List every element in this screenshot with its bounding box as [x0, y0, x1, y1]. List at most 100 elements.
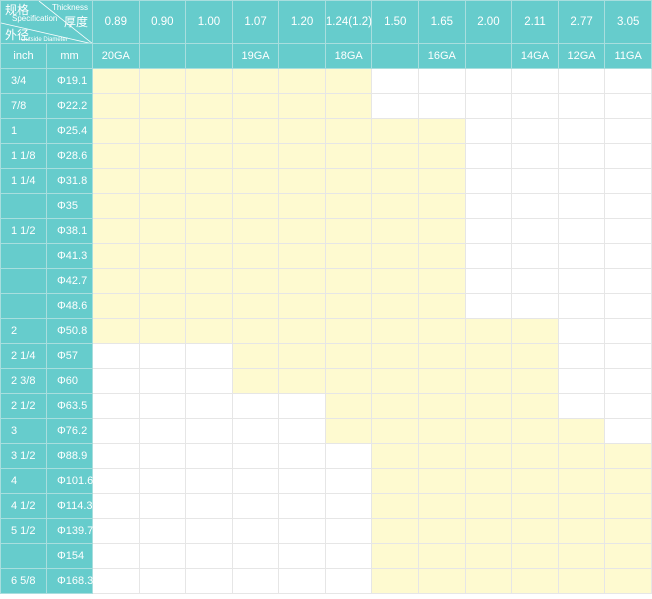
empty-cell: [92, 543, 140, 569]
available-cell: [418, 543, 466, 569]
available-cell: [324, 118, 373, 144]
available-cell: [557, 443, 606, 469]
available-cell: [371, 518, 420, 544]
available-cell: [231, 168, 280, 194]
available-cell: [511, 468, 559, 494]
empty-cell: [557, 368, 606, 394]
empty-cell: [371, 93, 420, 119]
inch-cell: [0, 243, 47, 269]
empty-cell: [278, 393, 326, 419]
table-row: 2 Φ50.8: [0, 318, 652, 344]
available-cell: [324, 68, 373, 94]
available-cell: [324, 243, 373, 269]
thickness-header: 3.05: [604, 0, 652, 44]
available-cell: [185, 68, 233, 94]
available-cell: [418, 418, 466, 444]
empty-cell: [324, 568, 373, 594]
empty-cell: [138, 443, 187, 469]
available-cell: [511, 568, 559, 594]
available-cell: [231, 118, 280, 144]
empty-cell: [557, 393, 606, 419]
inch-cell: 4 1/2: [0, 493, 47, 519]
available-cell: [92, 218, 140, 244]
mm-header: mm: [46, 43, 93, 69]
inch-header: inch: [0, 43, 47, 69]
mm-cell: Φ48.6: [46, 293, 93, 319]
available-cell: [371, 493, 420, 519]
empty-cell: [464, 143, 513, 169]
inch-cell: 2: [0, 318, 47, 344]
empty-cell: [138, 343, 187, 369]
mm-cell: Φ28.6: [46, 143, 93, 169]
mm-cell: Φ35: [46, 193, 93, 219]
available-cell: [231, 293, 280, 319]
empty-cell: [557, 343, 606, 369]
empty-cell: [604, 143, 652, 169]
empty-cell: [511, 268, 559, 294]
table-row: Φ35: [0, 193, 652, 219]
available-cell: [92, 118, 140, 144]
available-cell: [371, 343, 420, 369]
table-row: 4 Φ101.6: [0, 468, 652, 494]
available-cell: [371, 368, 420, 394]
thickness-header: 1.24(1.2): [324, 0, 373, 44]
empty-cell: [511, 193, 559, 219]
empty-cell: [604, 293, 652, 319]
available-cell: [418, 143, 466, 169]
available-cell: [418, 168, 466, 194]
empty-cell: [557, 293, 606, 319]
available-cell: [138, 93, 187, 119]
available-cell: [418, 493, 466, 519]
empty-cell: [185, 393, 233, 419]
inch-cell: 4: [0, 468, 47, 494]
empty-cell: [511, 168, 559, 194]
thickness-header: 2.11: [511, 0, 559, 44]
available-cell: [92, 268, 140, 294]
table-row: Φ41.3: [0, 243, 652, 269]
available-cell: [418, 518, 466, 544]
available-cell: [185, 293, 233, 319]
available-cell: [511, 368, 559, 394]
available-cell: [371, 443, 420, 469]
inch-cell: 7/8: [0, 93, 47, 119]
available-cell: [185, 243, 233, 269]
available-cell: [278, 93, 326, 119]
empty-cell: [278, 518, 326, 544]
empty-cell: [185, 343, 233, 369]
available-cell: [371, 468, 420, 494]
available-cell: [92, 168, 140, 194]
available-cell: [278, 168, 326, 194]
available-cell: [138, 118, 187, 144]
empty-cell: [138, 368, 187, 394]
available-cell: [185, 218, 233, 244]
available-cell: [604, 518, 652, 544]
available-cell: [92, 93, 140, 119]
available-cell: [464, 393, 513, 419]
table-row: 1 1/8 Φ28.6: [0, 143, 652, 169]
available-cell: [278, 193, 326, 219]
available-cell: [418, 268, 466, 294]
available-cell: [604, 568, 652, 594]
table-row: 4 1/2 Φ114.3: [0, 493, 652, 519]
empty-cell: [418, 68, 466, 94]
available-cell: [324, 93, 373, 119]
available-cell: [418, 393, 466, 419]
available-cell: [92, 243, 140, 269]
available-cell: [511, 418, 559, 444]
inch-cell: [0, 543, 47, 569]
gauge-header-row: inch mm 20GA 19GA 18GA 16GA 14GA 12GA 11GA: [0, 43, 652, 69]
mm-cell: Φ101.6: [46, 468, 93, 494]
empty-cell: [557, 168, 606, 194]
available-cell: [231, 343, 280, 369]
empty-cell: [464, 268, 513, 294]
available-cell: [231, 68, 280, 94]
empty-cell: [324, 493, 373, 519]
available-cell: [418, 343, 466, 369]
gauge-header: 11GA: [604, 43, 652, 69]
thickness-header: 1.20: [278, 0, 326, 44]
empty-cell: [92, 493, 140, 519]
table-row: 1 1/2 Φ38.1: [0, 218, 652, 244]
empty-cell: [138, 393, 187, 419]
empty-cell: [604, 418, 652, 444]
inch-cell: 1 1/2: [0, 218, 47, 244]
